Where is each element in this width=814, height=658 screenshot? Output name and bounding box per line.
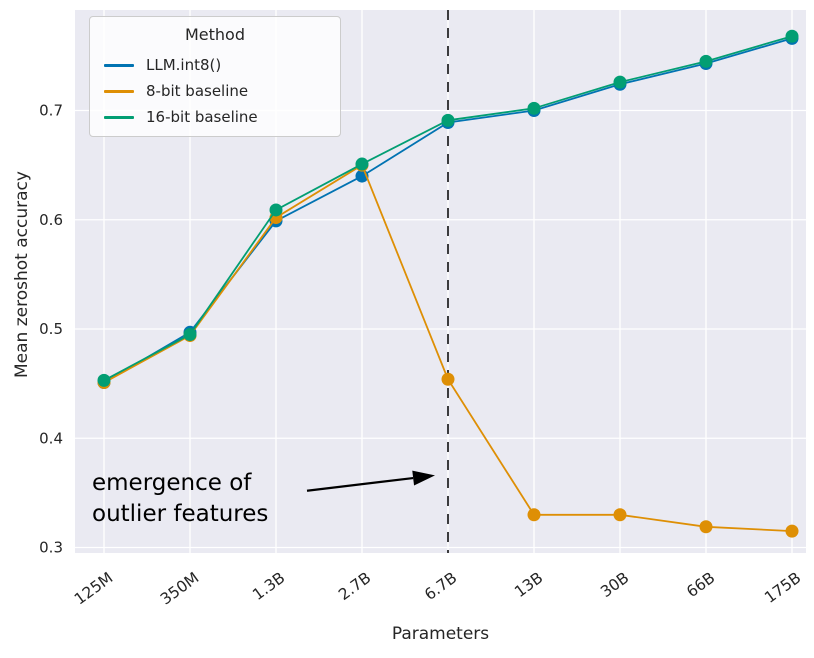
y-axis-label: Mean zeroshot accuracy <box>12 171 32 378</box>
data-point <box>699 54 713 68</box>
svg-text:125M: 125M <box>71 569 116 609</box>
data-point <box>183 327 197 341</box>
data-point <box>785 524 799 538</box>
legend-label-llm-int8: LLM.int8() <box>146 56 222 74</box>
svg-text:2.7B: 2.7B <box>335 569 374 604</box>
legend: Method LLM.int8() 8-bit baseline 16-bit … <box>89 16 341 137</box>
annotation-line-2: outlier features <box>92 501 269 527</box>
svg-text:0.6: 0.6 <box>39 211 63 229</box>
legend-swatch-llm-int8 <box>104 63 134 67</box>
legend-swatch-16bit-baseline <box>104 115 134 119</box>
svg-text:13B: 13B <box>511 569 546 601</box>
data-point <box>527 101 541 115</box>
annotation-line-1: emergence of <box>92 470 252 496</box>
data-point <box>785 29 799 43</box>
data-point <box>613 508 627 522</box>
data-point <box>441 372 455 386</box>
svg-text:0.4: 0.4 <box>39 429 63 447</box>
svg-text:66B: 66B <box>683 569 718 601</box>
annotation-arrow-line <box>306 476 414 492</box>
data-point <box>269 203 283 217</box>
data-point <box>613 75 627 89</box>
legend-label-8bit-baseline: 8-bit baseline <box>146 82 249 100</box>
data-point <box>527 508 541 522</box>
svg-text:6.7B: 6.7B <box>421 569 460 604</box>
svg-text:175B: 175B <box>761 569 804 607</box>
legend-swatch-8bit-baseline <box>104 89 134 93</box>
x-axis-label: Parameters <box>391 624 490 644</box>
data-point <box>355 157 369 171</box>
y-tick-labels: 0.3 0.4 0.5 0.6 0.7 <box>39 102 63 557</box>
svg-text:0.3: 0.3 <box>39 539 63 557</box>
legend-label-16bit-baseline: 16-bit baseline <box>146 108 258 126</box>
svg-text:1.3B: 1.3B <box>249 569 288 604</box>
series-markers-2 <box>97 29 799 387</box>
svg-text:0.5: 0.5 <box>39 320 63 338</box>
annotation-arrow-head <box>412 470 435 486</box>
x-tick-labels: 125M 350M 1.3B 2.7B 6.7B 13B 30B 66B 175B <box>71 569 804 609</box>
legend-item-llm-int8: LLM.int8() <box>104 52 326 78</box>
data-point <box>441 113 455 127</box>
legend-title: Method <box>184 25 245 44</box>
svg-text:0.7: 0.7 <box>39 102 63 120</box>
data-point <box>97 373 111 387</box>
data-point <box>699 520 713 534</box>
annotation-text: emergence of outlier features <box>92 468 268 530</box>
svg-text:350M: 350M <box>157 569 202 609</box>
svg-text:30B: 30B <box>597 569 632 601</box>
legend-item-16bit-baseline: 16-bit baseline <box>104 104 326 130</box>
legend-item-8bit-baseline: 8-bit baseline <box>104 78 326 104</box>
